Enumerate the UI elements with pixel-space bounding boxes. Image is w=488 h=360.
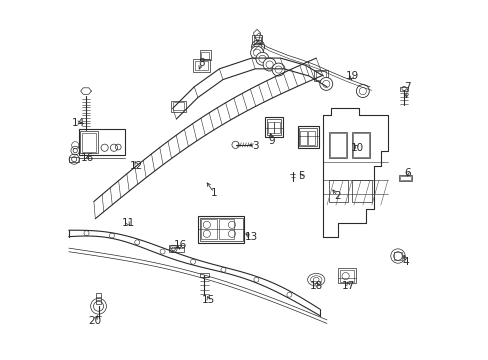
Text: 16: 16 xyxy=(173,239,186,249)
Bar xyxy=(300,131,306,145)
Circle shape xyxy=(255,52,268,65)
Circle shape xyxy=(356,85,368,98)
Bar xyxy=(201,220,216,239)
Text: 15: 15 xyxy=(202,295,215,305)
Bar xyxy=(199,273,208,277)
Bar xyxy=(393,252,402,260)
Text: 19: 19 xyxy=(345,71,358,81)
Circle shape xyxy=(271,63,285,76)
Bar xyxy=(297,126,319,148)
Text: 5: 5 xyxy=(298,171,305,181)
Text: 20: 20 xyxy=(88,316,101,325)
Bar xyxy=(265,117,283,137)
Bar xyxy=(253,37,261,43)
Bar xyxy=(82,133,96,152)
Bar xyxy=(172,102,183,110)
Bar xyxy=(195,61,207,70)
Bar xyxy=(338,268,355,283)
Bar xyxy=(398,175,411,181)
Bar xyxy=(267,122,274,134)
Bar xyxy=(252,36,262,44)
Bar xyxy=(328,132,346,158)
Text: 3: 3 xyxy=(251,141,258,151)
Bar xyxy=(352,134,368,157)
Bar xyxy=(308,131,314,145)
Text: 9: 9 xyxy=(267,136,274,145)
Bar xyxy=(329,134,345,157)
Bar xyxy=(198,216,244,243)
Bar xyxy=(79,129,125,155)
Bar xyxy=(199,50,211,60)
Bar xyxy=(399,176,410,180)
Bar xyxy=(399,87,407,91)
Text: 18: 18 xyxy=(309,281,322,291)
Bar xyxy=(274,122,279,134)
Text: 13: 13 xyxy=(244,232,258,242)
Text: 6: 6 xyxy=(404,168,410,178)
Text: 1: 1 xyxy=(210,188,217,198)
Circle shape xyxy=(250,46,263,59)
Bar xyxy=(201,51,209,59)
Circle shape xyxy=(319,77,332,90)
Text: 8: 8 xyxy=(198,58,204,68)
Text: 17: 17 xyxy=(341,281,354,291)
Bar xyxy=(199,218,242,241)
Text: 4: 4 xyxy=(402,257,408,267)
Bar xyxy=(169,244,184,252)
Text: 12: 12 xyxy=(130,161,143,171)
Bar xyxy=(80,131,98,153)
Bar xyxy=(328,180,348,202)
Bar xyxy=(171,101,185,112)
Circle shape xyxy=(90,298,106,314)
Bar xyxy=(351,132,369,158)
Bar xyxy=(266,119,281,135)
Bar xyxy=(192,59,210,72)
Bar xyxy=(96,293,101,304)
Text: 14: 14 xyxy=(72,118,85,128)
Bar xyxy=(316,71,325,80)
Text: 10: 10 xyxy=(350,143,363,153)
Text: 16: 16 xyxy=(81,153,94,163)
Bar xyxy=(69,157,79,162)
Text: 2: 2 xyxy=(334,191,340,201)
Text: 11: 11 xyxy=(121,218,134,228)
Circle shape xyxy=(263,58,276,71)
Circle shape xyxy=(251,40,264,53)
Bar xyxy=(351,180,371,202)
Bar xyxy=(339,270,353,282)
Text: 7: 7 xyxy=(404,82,410,92)
Bar xyxy=(219,220,234,239)
Bar xyxy=(299,128,317,146)
Bar xyxy=(314,70,327,81)
